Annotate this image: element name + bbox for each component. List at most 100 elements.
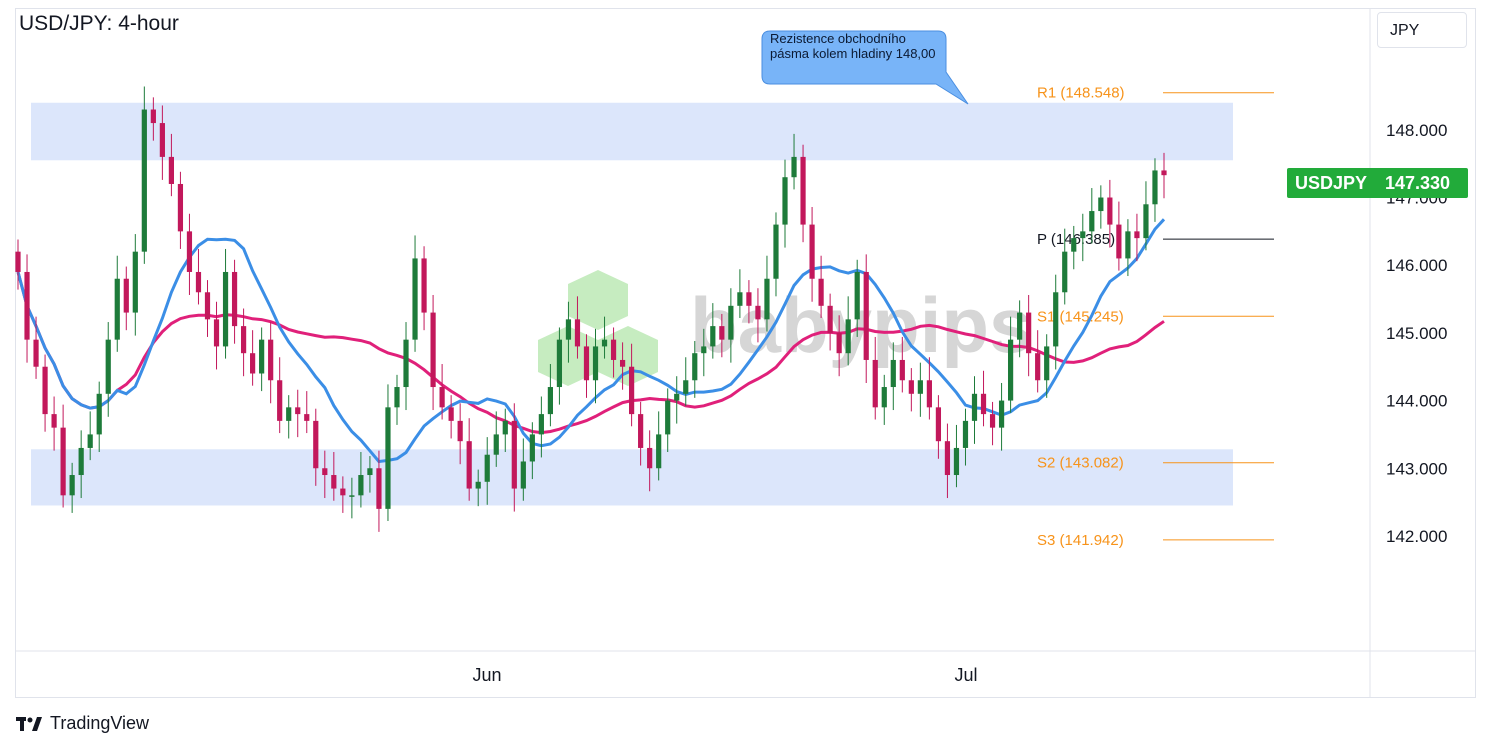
candle-body (755, 305, 761, 320)
candle (493, 411, 499, 467)
candle (529, 422, 535, 480)
candle-body (1143, 204, 1149, 239)
tradingview-branding[interactable]: TradingView (16, 713, 149, 734)
candle-body (430, 312, 436, 388)
candle (457, 403, 463, 465)
babypips-watermark: babypips (538, 270, 1032, 386)
candle (1007, 316, 1014, 413)
candle (782, 159, 788, 248)
candle (836, 315, 842, 377)
candle (313, 408, 319, 486)
pivot-label-s2: S2 (143.082) (1037, 455, 1124, 472)
candle (96, 381, 102, 453)
candle (277, 357, 283, 434)
candle (629, 343, 635, 427)
candle (439, 364, 445, 420)
last-price-tag: USDJPY 147.330 (1287, 168, 1468, 198)
candle (367, 456, 373, 493)
candle-body (511, 420, 517, 489)
candle (971, 376, 978, 444)
candle-body (538, 414, 544, 435)
candle-body (926, 380, 932, 408)
candle-body (322, 468, 328, 476)
candle (710, 303, 716, 359)
candle-body (547, 387, 553, 415)
candle-body (484, 454, 490, 482)
x-tick-label: Jul (954, 665, 977, 685)
y-tick-label: 143.000 (1386, 459, 1447, 478)
candle (638, 401, 644, 466)
candle-body (195, 271, 202, 293)
candle-body (385, 407, 391, 509)
candle (1062, 228, 1068, 305)
candle-body (304, 414, 310, 421)
candle (800, 144, 806, 243)
candle (376, 450, 382, 532)
y-tick-label: 146.000 (1386, 256, 1447, 275)
candle (1143, 181, 1149, 251)
candle (881, 374, 887, 425)
candle-body (674, 393, 680, 401)
price-tag-symbol: USDJPY (1295, 172, 1368, 193)
candle-body (520, 461, 526, 489)
candle (259, 327, 265, 392)
candle-body (448, 407, 454, 421)
candle (1134, 213, 1140, 262)
candle-body (854, 271, 860, 320)
candle-body (1161, 170, 1167, 176)
candle-body (989, 414, 996, 428)
candle (1071, 225, 1077, 270)
candle (213, 301, 220, 370)
candle-body (836, 332, 842, 354)
candle (908, 368, 914, 412)
candle-body (132, 251, 138, 313)
candle-body (186, 231, 193, 272)
candle-body (683, 380, 689, 394)
candle (475, 469, 481, 507)
candle-body (710, 326, 716, 347)
candle-body (809, 224, 815, 279)
candle-body (692, 353, 698, 381)
candle-body (394, 387, 400, 408)
candle-body (69, 475, 75, 496)
candle (69, 462, 75, 513)
candle (421, 246, 427, 331)
candle (791, 133, 797, 190)
candle (349, 477, 355, 519)
pivot-label-s3: S3 (141.942) (1037, 532, 1124, 549)
candle-body (331, 475, 337, 489)
candle (132, 234, 138, 336)
candle (168, 133, 175, 197)
candle (610, 327, 617, 378)
candle (78, 430, 84, 499)
candle-body (583, 346, 590, 381)
candle-body (863, 271, 869, 360)
chart-frame (15, 8, 1476, 698)
candle (962, 408, 969, 466)
candle (150, 97, 156, 141)
y-tick-label: 148.000 (1386, 121, 1447, 140)
candle-body (159, 123, 165, 157)
candle-body (908, 380, 914, 394)
candle-body (845, 319, 851, 354)
candle (674, 376, 680, 424)
pivot-label-r1: R1 (148.548) (1037, 85, 1125, 102)
candle (195, 248, 202, 305)
candle-body (277, 380, 283, 421)
candle-body (665, 400, 671, 435)
candle (322, 450, 328, 499)
candle (998, 382, 1005, 451)
candle-body (150, 109, 156, 124)
candle-body (60, 427, 66, 496)
candle (773, 212, 779, 297)
candle-body (1026, 312, 1032, 354)
candle-body (899, 359, 905, 381)
candle (33, 316, 39, 379)
candle (1080, 213, 1086, 262)
candle (123, 266, 129, 331)
candle-body (358, 475, 364, 496)
currency-selector[interactable]: JPY (1377, 12, 1467, 48)
candle (511, 403, 517, 512)
chart-title: USD/JPY: 4-hour (19, 12, 179, 35)
